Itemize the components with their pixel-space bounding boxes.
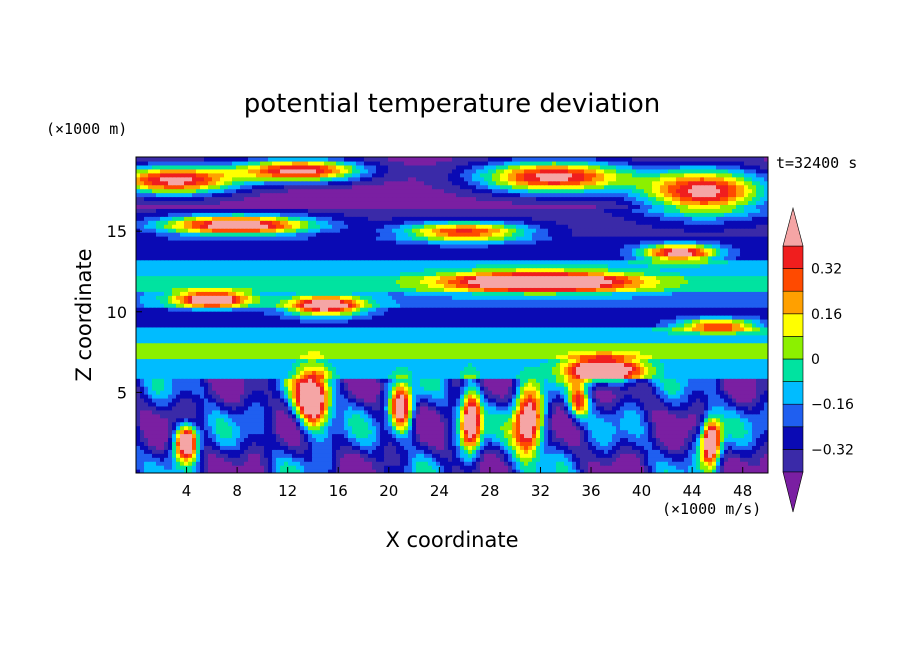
colorbar-segment — [782, 313, 804, 337]
y-tick-label: 5 — [117, 383, 127, 402]
colorbar-tick-label: 0 — [811, 352, 820, 368]
colorbar-segment — [782, 245, 804, 269]
x-tick-label: 4 — [182, 482, 192, 500]
time-label: t=32400 s — [776, 154, 857, 172]
x-tick-label: 24 — [430, 482, 449, 500]
colorbar-tick-label: −0.16 — [811, 397, 854, 413]
colorbar-segment — [782, 290, 804, 315]
colorbar-max-arrow — [782, 206, 804, 247]
colorbar: 0.32 0.16 0 −0.16 −0.32 — [782, 206, 854, 513]
x-tick-label: 32 — [531, 482, 550, 500]
colorbar-segment — [782, 358, 804, 382]
colorbar-segment — [782, 268, 804, 292]
y-tick-label: 10 — [107, 303, 127, 322]
x-tick-label: 36 — [581, 482, 600, 500]
colorbar-min-arrow — [782, 471, 804, 513]
x-tick-label: 44 — [683, 482, 702, 500]
y-axis-title: Z coordinate — [72, 248, 96, 381]
y-unit-label: (×1000 m) — [46, 120, 127, 138]
colorbar-segment — [782, 336, 804, 360]
colorbar-tick-label: 0.16 — [811, 307, 842, 323]
x-axis-title: X coordinate — [385, 528, 518, 552]
x-tick-label: 28 — [480, 482, 499, 500]
y-tick-label: 15 — [107, 222, 127, 241]
x-axis: 4 8 12 16 20 24 28 32 36 40 44 48 — [182, 467, 752, 500]
x-unit-label: (×1000 m/s) — [662, 500, 761, 518]
colorbar-tick-label: −0.32 — [811, 442, 854, 458]
x-tick-label: 20 — [379, 482, 398, 500]
y-axis: 5 10 15 — [107, 222, 142, 402]
plot-frame — [135, 156, 769, 474]
colorbar-segment — [782, 403, 804, 428]
colorbar-segment — [782, 449, 804, 473]
x-tick-label: 12 — [278, 482, 297, 500]
x-tick-label: 8 — [232, 482, 242, 500]
x-tick-label: 48 — [733, 482, 752, 500]
x-tick-label: 16 — [329, 482, 348, 500]
contour-field — [136, 157, 768, 473]
colorbar-segment — [782, 381, 804, 405]
colorbar-tick-label: 0.32 — [811, 262, 842, 278]
chart-title: potential temperature deviation — [244, 89, 660, 119]
colorbar-segment — [782, 426, 804, 450]
x-tick-label: 40 — [632, 482, 651, 500]
